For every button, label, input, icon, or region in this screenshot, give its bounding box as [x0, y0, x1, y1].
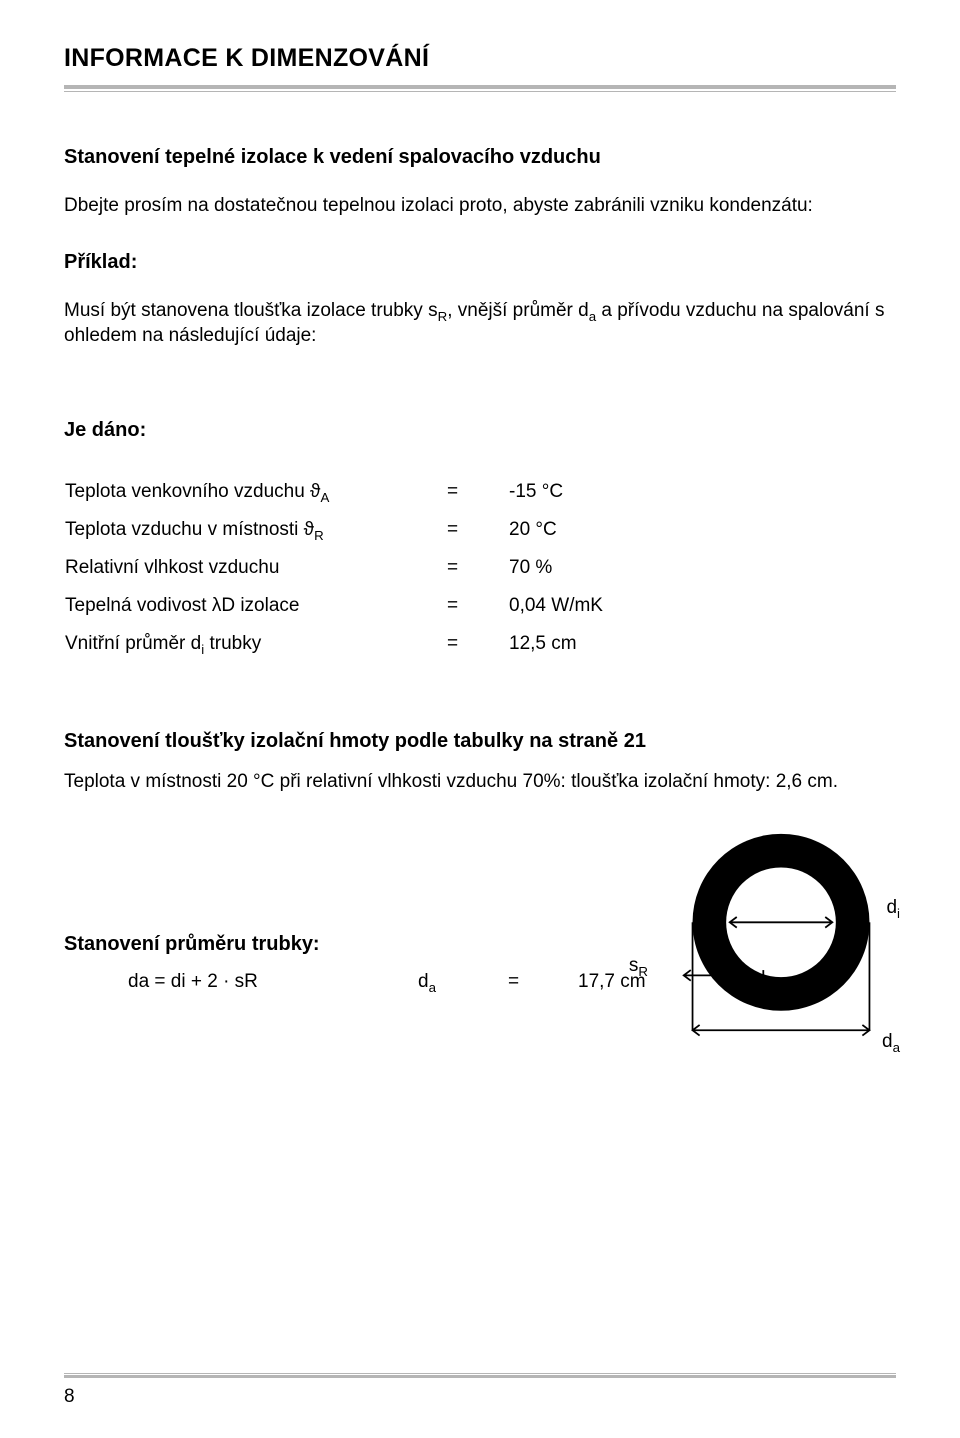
result-line: Teplota v místnosti 20 °C při relativní …	[64, 769, 896, 795]
equals-sign: =	[508, 971, 578, 993]
tube-value: 17,7 cm	[578, 971, 698, 993]
label-da: da	[882, 1031, 900, 1053]
given-label: Vnitřní průměr d	[65, 633, 201, 654]
given-label-sub: R	[314, 528, 324, 543]
given-block: Je dáno: Teplota venkovního vzduchu ϑA =…	[64, 419, 896, 670]
given-table: Teplota venkovního vzduchu ϑA = -15 °C T…	[64, 466, 896, 670]
given-row: Vnitřní průměr di trubky = 12,5 cm	[64, 632, 896, 656]
result-block: Stanovení tloušťky izolační hmoty podle …	[64, 730, 896, 795]
rule-thin	[64, 91, 896, 92]
given-title: Je dáno:	[64, 419, 896, 442]
label-da-sub: a	[893, 1039, 900, 1054]
example-text: Musí být stanovena tloušťka izolace trub…	[64, 298, 896, 349]
given-label: Relativní vlhkost vzduchu	[65, 557, 279, 578]
page-footer: 8	[64, 1373, 896, 1408]
given-row: Teplota venkovního vzduchu ϑA = -15 °C	[64, 480, 896, 504]
tube-symbol: da	[418, 971, 508, 993]
given-label-sub: A	[320, 490, 329, 505]
example-text-mid: , vnější průměr d	[447, 300, 589, 321]
intro-paragraph: Dbejte prosím na dostatečnou tepelnou iz…	[64, 193, 896, 219]
equals-sign: =	[446, 556, 508, 580]
given-value: 20 °C	[508, 518, 896, 542]
diagram-zone: di sR da Stanovení průměru trubky: da = …	[64, 825, 896, 1085]
given-label: Teplota venkovního vzduchu ϑ	[65, 481, 320, 502]
footer-line-thick	[64, 1375, 896, 1378]
page-heading: INFORMACE K DIMENZOVÁNÍ	[64, 44, 896, 73]
given-row: Relativní vlhkost vzduchu = 70 %	[64, 556, 896, 580]
rule-thick	[64, 85, 896, 89]
equals-sign: =	[446, 594, 508, 618]
example-sub-a: a	[589, 308, 596, 323]
equals-sign: =	[446, 480, 508, 504]
given-value: 70 %	[508, 556, 896, 580]
given-label: Tepelná vodivost λD izolace	[65, 595, 299, 616]
example-label: Příklad:	[64, 251, 896, 274]
given-label-post: trubky	[204, 633, 261, 654]
label-di-sub: i	[897, 905, 900, 920]
equals-sign: =	[446, 518, 508, 542]
given-row: Teplota vzduchu v místnosti ϑR = 20 °C	[64, 518, 896, 542]
given-value: -15 °C	[508, 480, 896, 504]
label-di: di	[886, 897, 900, 919]
given-label: Teplota vzduchu v místnosti ϑ	[65, 519, 314, 540]
equals-sign: =	[446, 632, 508, 656]
given-value: 12,5 cm	[508, 632, 896, 656]
pipe-cross-section-icon	[666, 825, 896, 1055]
example-sub-r: R	[438, 308, 448, 323]
given-row: Tepelná vodivost λD izolace = 0,04 W/mK	[64, 594, 896, 618]
tube-title: Stanovení průměru trubky:	[64, 933, 320, 956]
tube-formula: da = di + 2 · sR	[64, 971, 418, 993]
footer-line-thin	[64, 1373, 896, 1374]
page-number: 8	[64, 1386, 896, 1408]
given-value: 0,04 W/mK	[508, 594, 896, 618]
label-da-text: d	[882, 1031, 893, 1052]
example-text-pre: Musí být stanovena tloušťka izolace trub…	[64, 300, 438, 321]
result-title: Stanovení tloušťky izolační hmoty podle …	[64, 730, 896, 753]
label-di-text: d	[886, 897, 897, 918]
section-title: Stanovení tepelné izolace k vedení spalo…	[64, 146, 896, 169]
tube-calc-row: da = di + 2 · sR da = 17,7 cm	[64, 971, 698, 993]
